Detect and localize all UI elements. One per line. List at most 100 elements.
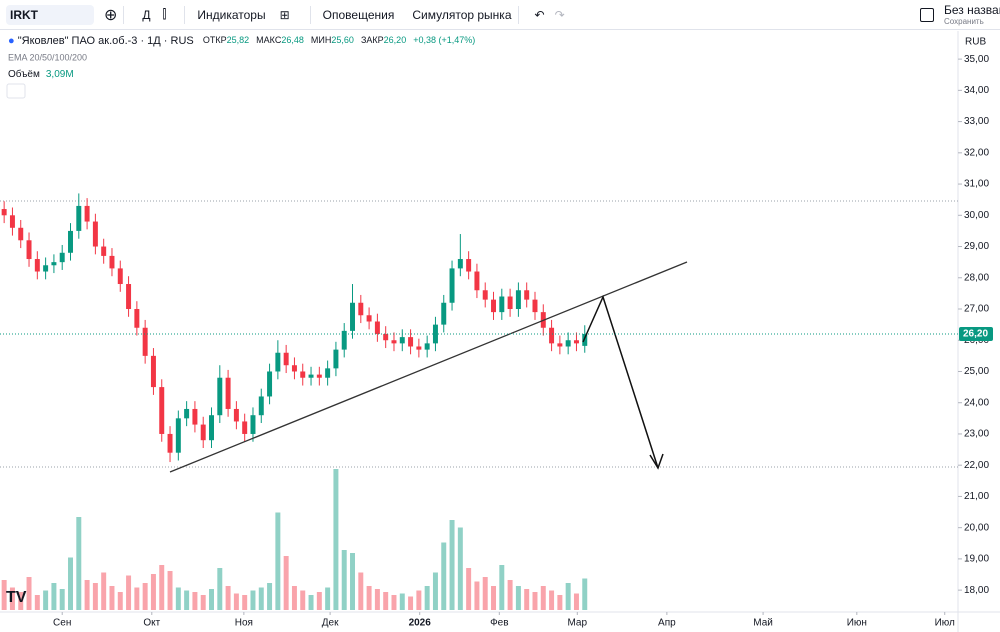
- candle-body: [582, 333, 588, 346]
- candle-body: [408, 337, 414, 347]
- change-value: +0,38 (+1,47%): [413, 35, 475, 45]
- y-tick-label: 31,00: [964, 179, 989, 190]
- candle-body: [491, 299, 497, 313]
- volume-bar: [233, 593, 239, 610]
- y-tick-label: 19,00: [964, 554, 989, 565]
- compare-button[interactable]: ⊕: [104, 6, 118, 24]
- candle-body: [573, 340, 579, 344]
- x-tick-label: Июн: [847, 618, 867, 629]
- candle-body: [26, 240, 32, 260]
- volume-bar: [399, 593, 405, 610]
- layout-name: Без названия: [944, 3, 1000, 17]
- candle-body: [507, 296, 513, 310]
- volume-bar: [515, 586, 521, 610]
- candle-body: [68, 230, 73, 253]
- volume-bar: [92, 583, 98, 610]
- layout-title[interactable]: Без названияСохранить: [944, 3, 1000, 26]
- candle-body: [150, 355, 156, 388]
- redo-button[interactable]: ↷: [554, 7, 565, 22]
- volume-bar: [9, 587, 15, 610]
- candle-body: [258, 396, 264, 416]
- volume-bar: [300, 590, 306, 610]
- candle-body: [358, 302, 364, 316]
- candle-body: [267, 371, 273, 397]
- volume-bar: [474, 581, 480, 610]
- x-tick-label: Дек: [322, 618, 339, 629]
- chart: ● "Яковлев" ПАО ак.об.-3 · 1Д · RUS ОТКР…: [0, 31, 1000, 632]
- y-tick-label: 30,00: [964, 210, 989, 221]
- candle-body: [457, 259, 463, 269]
- volume-bar: [366, 586, 372, 610]
- volume-bar: [532, 592, 538, 610]
- volume-bar: [258, 587, 264, 610]
- y-tick-label: 18,00: [964, 585, 989, 596]
- candle-body: [300, 371, 306, 378]
- volume-bar: [466, 568, 472, 610]
- replay-button[interactable]: Симулятор рынка: [412, 7, 512, 22]
- candle-body: [532, 299, 538, 313]
- candle-body: [557, 343, 563, 347]
- volume-legend: Объём 3,09M: [8, 68, 74, 80]
- candle-body: [142, 327, 148, 356]
- currency-label[interactable]: RUB: [965, 37, 986, 48]
- trend-line: [169, 261, 688, 473]
- y-tick-label: 20,00: [964, 522, 989, 533]
- candle-body: [9, 215, 15, 228]
- y-tick-label: 33,00: [964, 116, 989, 127]
- volume-bar: [358, 572, 364, 610]
- alerts-button[interactable]: Оповещения: [322, 7, 395, 22]
- undo-button[interactable]: ↶: [534, 7, 545, 22]
- interval-button[interactable]: Д: [142, 7, 151, 22]
- x-tick-label: Мар: [567, 618, 587, 629]
- layout-checkbox[interactable]: [920, 7, 934, 22]
- candle-body: [374, 321, 380, 334]
- volume-bar: [250, 590, 256, 610]
- last-price-label: 26,20: [963, 329, 988, 340]
- x-tick-label: 2026: [409, 618, 432, 629]
- templates-button[interactable]: ⊞: [279, 7, 290, 22]
- chart-type-button[interactable]: ⫿: [162, 7, 167, 21]
- symbol-search[interactable]: IRKT: [6, 4, 94, 25]
- candle-body: [217, 377, 223, 416]
- volume-bar: [126, 575, 132, 610]
- volume-bar: [573, 593, 579, 610]
- indicators-button[interactable]: Индикаторы: [197, 7, 266, 22]
- candle-body: [126, 284, 132, 310]
- x-tick-label: Ноя: [235, 618, 253, 629]
- legend-title: ● "Яковлев" ПАО ак.об.-3 · 1Д · RUS ОТКР…: [8, 35, 475, 47]
- candle-body: [167, 433, 173, 453]
- volume-bar: [242, 595, 248, 610]
- candle-body: [275, 352, 281, 372]
- candle-body: [416, 346, 422, 350]
- collapse-button[interactable]: [6, 83, 26, 99]
- volume-bar: [142, 583, 148, 610]
- volume-bar: [557, 595, 563, 610]
- low-label: МИН: [311, 35, 331, 45]
- close-value: 26,20: [384, 35, 407, 45]
- volume-bar: [76, 517, 82, 610]
- y-tick-label: 29,00: [964, 241, 989, 252]
- candle-body: [565, 340, 571, 347]
- volume-bar: [424, 586, 430, 610]
- volume-bar: [350, 553, 355, 610]
- separator: [517, 5, 519, 24]
- volume-bar: [159, 565, 165, 610]
- candle-body: [316, 374, 322, 378]
- close-label: ЗАКР: [361, 35, 384, 45]
- volume-bar: [51, 583, 57, 610]
- volume-bar: [275, 512, 281, 610]
- candle-body: [308, 374, 314, 378]
- separator: [184, 5, 186, 24]
- x-tick-label: Сен: [53, 618, 71, 629]
- volume-bar: [482, 577, 488, 610]
- candle-body: [51, 262, 57, 266]
- candle-body: [250, 415, 256, 434]
- candle-body: [159, 387, 165, 434]
- candle-body: [84, 205, 90, 222]
- y-tick-label: 35,00: [964, 54, 989, 65]
- y-tick-label: 25,00: [964, 366, 989, 377]
- candle-body: [333, 349, 339, 369]
- toolbar: IRKT ⊕ Д ⫿ Индикаторы ⊞ Оповещения Симул…: [0, 0, 1000, 30]
- tv-logo: TV: [6, 589, 27, 606]
